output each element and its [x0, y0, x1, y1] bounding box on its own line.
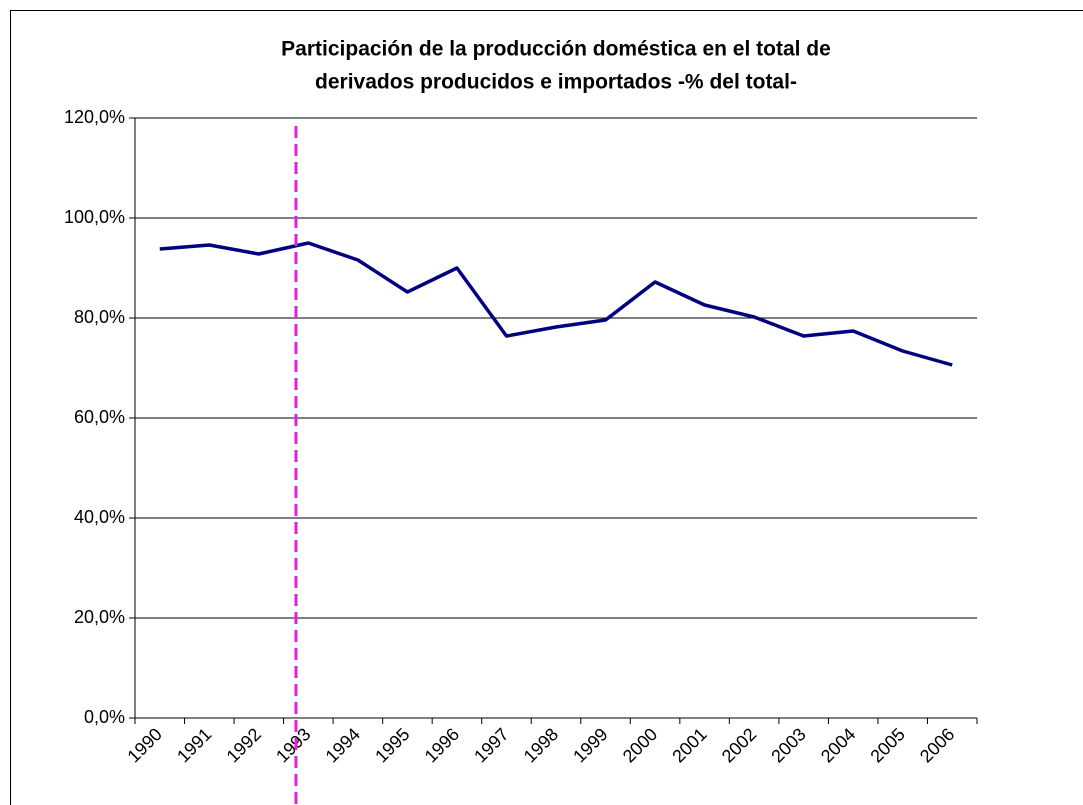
y-tick-label: 40,0%: [74, 507, 125, 527]
y-tick-label: 0,0%: [84, 707, 125, 727]
chart-title: Participación de la producción doméstica…: [281, 38, 831, 61]
y-tick-label: 100,0%: [64, 207, 125, 227]
y-tick-label: 20,0%: [74, 607, 125, 627]
chart-title: derivados producidos e importados -% del…: [315, 71, 797, 94]
chart-frame: [10, 10, 1083, 805]
y-tick-label: 120,0%: [64, 107, 125, 127]
data-line: [159, 241, 953, 367]
y-tick-label: 60,0%: [74, 407, 125, 427]
y-tick-label: 80,0%: [74, 307, 125, 327]
